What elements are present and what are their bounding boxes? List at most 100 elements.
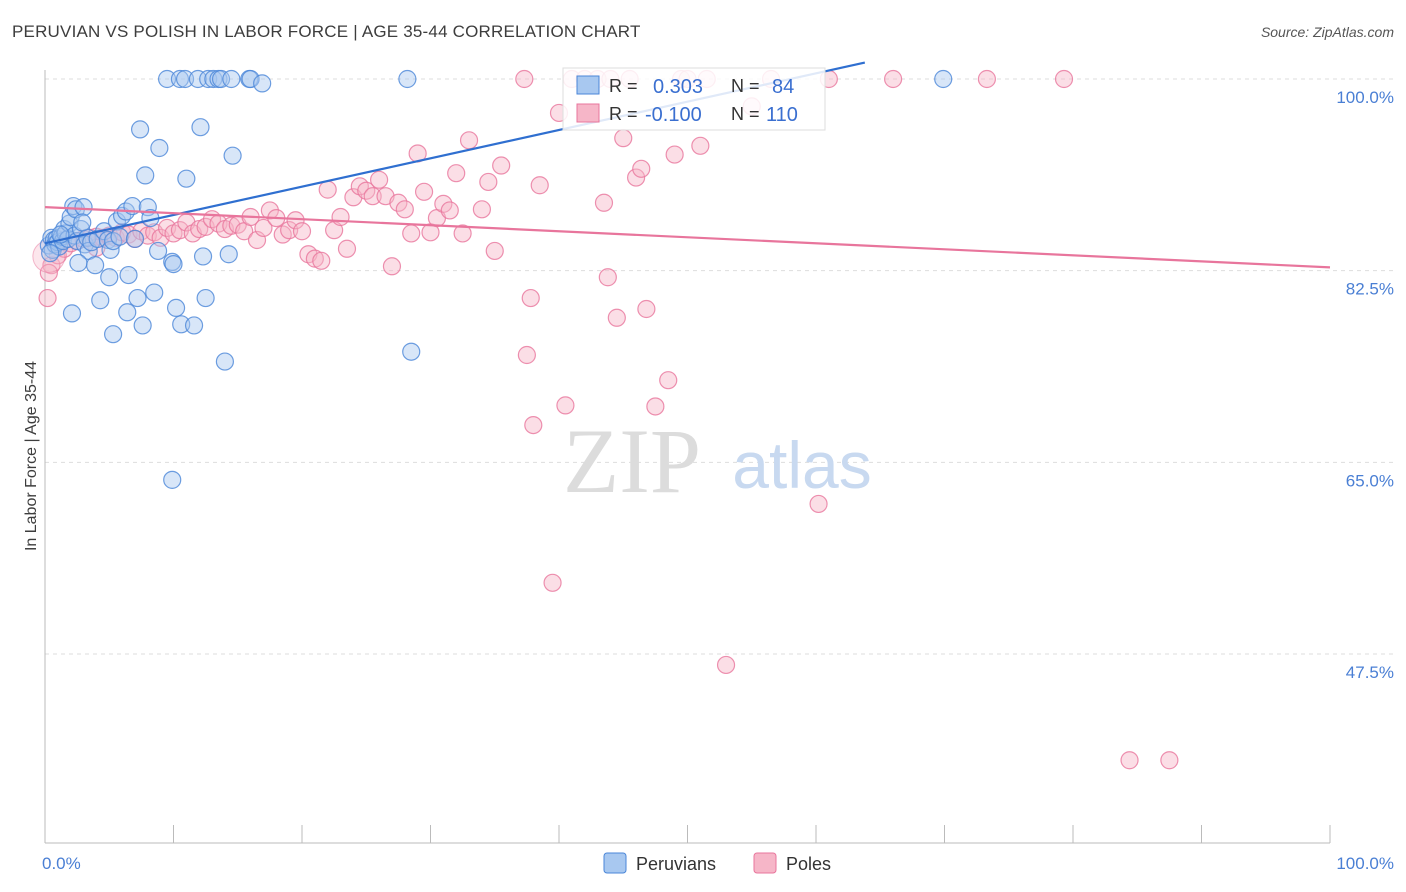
peruvian-point-48 xyxy=(157,69,177,89)
peruvian-point-78 xyxy=(62,304,82,323)
peruvian-point-81 xyxy=(41,244,60,263)
polish-point-91 xyxy=(646,397,665,416)
peruvians-r-label: R = xyxy=(609,76,638,96)
poles-swatch xyxy=(576,103,600,123)
peruvian-point-59 xyxy=(193,247,213,266)
polish-point-65 xyxy=(453,224,472,243)
legend-poles-swatch xyxy=(753,852,777,874)
peruvian-point-72 xyxy=(402,342,421,361)
y-tick-labels: 100.0% 82.5% 65.0% 47.5% xyxy=(1336,88,1394,682)
peruvian-point-76 xyxy=(104,325,123,344)
legend-peruvians-swatch xyxy=(603,852,627,874)
polish-point-52 xyxy=(370,170,389,189)
legend-peruvians-label: Peruvians xyxy=(636,854,716,874)
polish-point-89 xyxy=(632,159,651,178)
polish-point-63 xyxy=(440,201,459,220)
polish-point-34 xyxy=(254,218,273,238)
polish-point-43 xyxy=(312,251,331,270)
polish-point-88 xyxy=(626,168,646,187)
polish-point-57 xyxy=(402,224,421,243)
chart-title: PERUVIAN VS POLISH IN LABOR FORCE | AGE … xyxy=(12,22,641,41)
peruvian-point-46 xyxy=(148,241,168,261)
peruvian-point-54 xyxy=(175,69,195,89)
polish-point-46 xyxy=(331,207,350,227)
polish-point-101 xyxy=(809,494,828,514)
peruvian-point-50 xyxy=(164,254,183,274)
x-tick-label-0: 0.0% xyxy=(42,854,81,873)
poles-r-value: -0.100 xyxy=(645,104,702,126)
y-tick-label-2: 65.0% xyxy=(1346,471,1394,490)
polish-point-64 xyxy=(447,164,466,183)
peruvians-r-value: 0.303 xyxy=(653,76,703,98)
watermark: ZIP atlas xyxy=(563,410,872,512)
polish-point-56 xyxy=(395,200,414,219)
polish-trend-line xyxy=(44,206,1331,269)
peruvian-point-71 xyxy=(253,74,272,93)
peruvian-point-25 xyxy=(86,256,105,275)
polish-point-72 xyxy=(517,345,536,365)
x-tick-label-1: 100.0% xyxy=(1336,854,1394,873)
polish-point-103 xyxy=(883,69,903,89)
poles-n-value: 110 xyxy=(766,104,798,126)
polish-point-73 xyxy=(521,288,540,308)
y-tick-label-0: 100.0% xyxy=(1336,88,1394,107)
peruvians-points xyxy=(39,69,953,489)
axes xyxy=(44,70,1331,844)
polish-point-106 xyxy=(1120,751,1139,770)
peruvian-point-66 xyxy=(219,245,238,264)
polish-point-74 xyxy=(524,415,543,435)
peruvian-point-58 xyxy=(191,118,210,137)
polish-point-104 xyxy=(977,69,997,89)
polish-point-75 xyxy=(530,176,549,195)
y-tick-label-1: 82.5% xyxy=(1346,280,1394,299)
source-note: Source: ZipAtlas.com xyxy=(1260,24,1394,40)
polish-point-59 xyxy=(414,182,434,201)
peruvian-point-39 xyxy=(128,288,147,308)
peruvian-point-83 xyxy=(69,253,88,273)
peruvian-point-73 xyxy=(398,69,417,89)
polish-point-105 xyxy=(1054,69,1074,89)
watermark-atlas: atlas xyxy=(732,428,871,502)
peruvian-point-47 xyxy=(150,138,169,158)
peruvian-point-68 xyxy=(223,146,242,165)
polish-point-66 xyxy=(459,131,479,150)
peruvian-point-27 xyxy=(91,291,110,310)
peruvian-point-75 xyxy=(163,470,182,489)
polish-point-0 xyxy=(38,288,57,308)
grid-lines xyxy=(45,78,1394,655)
legend-poles-label: Poles xyxy=(786,854,831,874)
peruvian-point-42 xyxy=(136,166,155,185)
bottom-legend: Peruvians Poles xyxy=(603,852,831,874)
poles-r-label: R = xyxy=(609,104,638,124)
peruvian-point-56 xyxy=(184,316,204,335)
polish-point-76 xyxy=(543,573,562,592)
polish-point-92 xyxy=(659,371,678,390)
polish-point-90 xyxy=(637,299,656,319)
peruvian-point-57 xyxy=(188,69,208,89)
polish-point-44 xyxy=(318,180,337,199)
y-tick-label-3: 47.5% xyxy=(1346,663,1394,682)
x-tick-labels: 0.0% 100.0% xyxy=(42,854,1394,873)
polish-point-107 xyxy=(1160,751,1179,770)
polish-point-83 xyxy=(598,268,617,287)
peruvian-point-53 xyxy=(172,315,191,334)
peruvians-n-label: N = xyxy=(731,76,760,96)
polish-point-93 xyxy=(665,145,684,164)
poles-n-label: N = xyxy=(731,104,760,124)
peruvian-point-36 xyxy=(119,265,138,285)
peruvian-point-67 xyxy=(222,69,241,89)
polish-point-38 xyxy=(280,221,299,240)
peruvian-point-20 xyxy=(74,198,93,217)
peruvian-point-38 xyxy=(125,229,145,249)
polish-point-96 xyxy=(691,136,710,155)
polish-point-98 xyxy=(716,655,736,675)
peruvians-n-value: 84 xyxy=(772,76,794,98)
peruvian-point-79 xyxy=(100,268,119,287)
peruvian-point-40 xyxy=(130,120,150,139)
polish-point-86 xyxy=(614,129,633,148)
y-axis-label: In Labor Force | Age 35-44 xyxy=(23,361,40,551)
polish-point-71 xyxy=(515,69,534,89)
polish-point-82 xyxy=(594,193,614,212)
peruvian-point-70 xyxy=(241,69,260,89)
peruvian-point-62 xyxy=(204,69,223,89)
